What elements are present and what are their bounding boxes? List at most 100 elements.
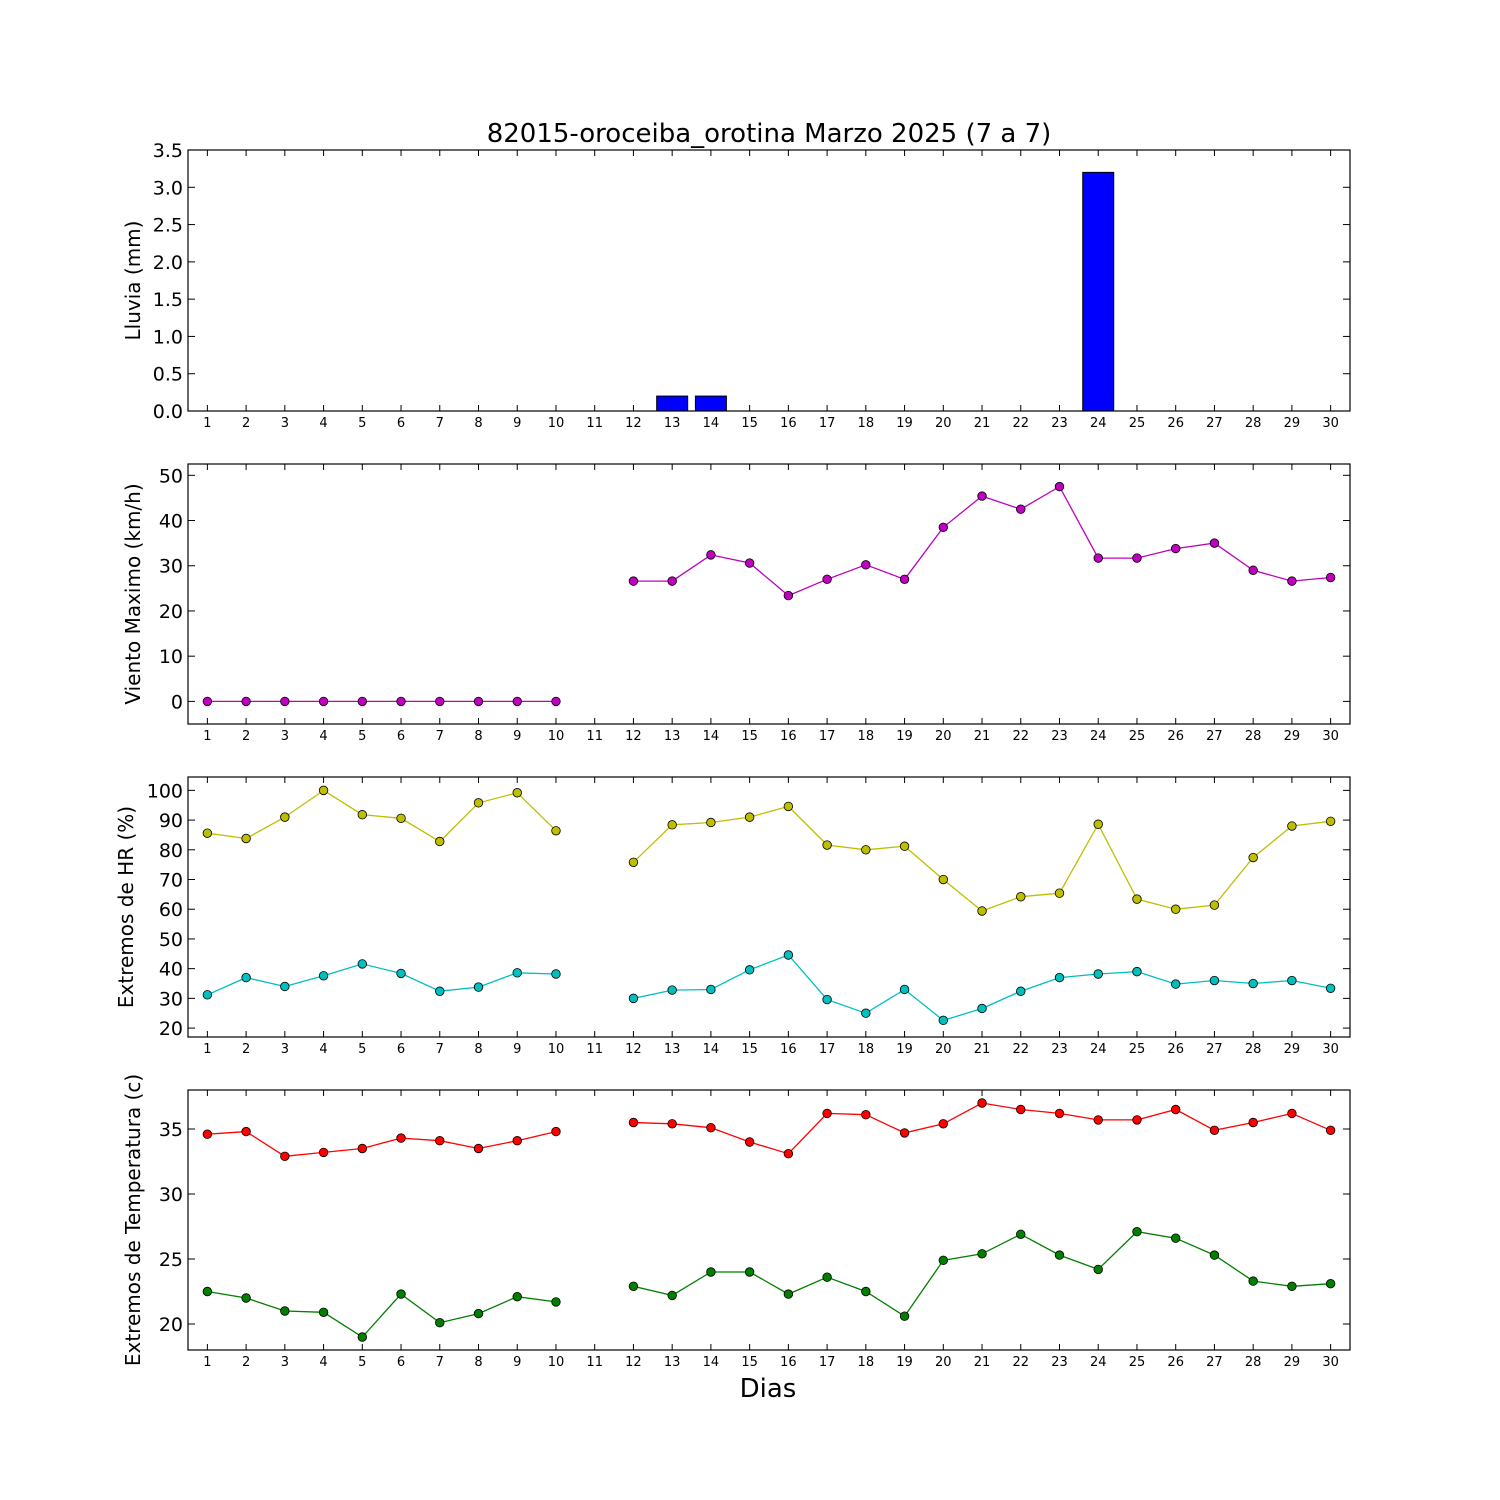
x-tick-label: 6 <box>397 729 405 744</box>
x-tick-label: 12 <box>625 416 642 431</box>
x-tick-label: 15 <box>741 729 758 744</box>
data-point <box>1325 572 1336 583</box>
x-tick-label: 14 <box>703 416 720 431</box>
series-line-2 <box>207 1290 557 1338</box>
data-point <box>435 1317 445 1328</box>
data-point <box>357 1143 368 1154</box>
data-point <box>1054 972 1065 983</box>
data-point <box>628 1117 639 1128</box>
y-axis-label: Extremos de Temperatura (c) <box>121 1074 145 1366</box>
x-tick-label: 11 <box>586 1355 603 1370</box>
y-tick-label: 30 <box>159 988 183 1010</box>
x-tick-label: 7 <box>436 1042 444 1057</box>
x-tick-label: 24 <box>1090 729 1107 744</box>
data-point <box>1248 978 1258 989</box>
x-tick-label: 1 <box>203 729 211 744</box>
data-point <box>1209 975 1220 986</box>
data-point <box>744 558 755 568</box>
plot-frame <box>187 463 1351 725</box>
y-tick-label: 100 <box>147 780 183 802</box>
data-point <box>435 986 445 996</box>
data-point <box>706 984 716 995</box>
data-point <box>899 1311 910 1321</box>
data-point <box>435 696 445 707</box>
data-point <box>1325 816 1336 826</box>
data-point <box>667 985 677 995</box>
y-tick-label: 50 <box>159 929 183 951</box>
x-tick-label: 25 <box>1129 1355 1146 1370</box>
data-point <box>512 696 522 707</box>
data-point <box>1248 852 1258 863</box>
x-tick-label: 28 <box>1245 1042 1262 1057</box>
x-tick-label: 27 <box>1206 416 1223 431</box>
x-tick-label: 17 <box>819 729 836 744</box>
data-point <box>1054 1250 1065 1260</box>
data-point <box>744 965 755 975</box>
x-tick-label: 7 <box>436 416 444 431</box>
data-point <box>1287 1281 1297 1292</box>
x-tick-label: 26 <box>1167 416 1184 431</box>
x-tick-label: 14 <box>703 729 720 744</box>
data-point <box>667 576 677 586</box>
x-tick-label: 6 <box>397 416 405 431</box>
data-point <box>551 826 561 836</box>
y-tick-label: 90 <box>159 810 183 832</box>
data-point <box>667 1119 677 1129</box>
x-tick-label: 7 <box>436 729 444 744</box>
y-tick-label: 2.5 <box>153 215 183 237</box>
y-tick-label: 30 <box>159 1184 183 1206</box>
data-point <box>1132 553 1142 563</box>
data-point <box>1170 1233 1181 1243</box>
x-tick-label: 28 <box>1245 416 1262 431</box>
data-point <box>1248 1276 1258 1286</box>
y-tick-label: 0.5 <box>153 364 183 386</box>
x-tick-label: 27 <box>1206 1042 1223 1057</box>
x-tick-label: 22 <box>1012 729 1029 744</box>
data-point <box>1132 1115 1142 1125</box>
x-tick-label: 4 <box>319 1355 327 1370</box>
panels: 0.00.51.01.52.02.53.03.51 2 3 4 5 6 7 8 9 10 11 12 1… <box>114 140 1351 1370</box>
data-point <box>280 981 290 992</box>
data-point <box>938 1255 949 1266</box>
data-point <box>280 812 290 822</box>
data-point <box>551 1297 561 1307</box>
data-point <box>783 950 794 960</box>
data-point <box>1016 504 1026 514</box>
x-tick-label: 19 <box>896 1042 913 1057</box>
x-tick-label: 4 <box>319 729 327 744</box>
data-point <box>783 590 794 601</box>
data-point <box>667 1290 677 1301</box>
data-point <box>318 785 329 796</box>
x-tick-label: 10 <box>548 729 565 744</box>
y-tick-label: 25 <box>159 1249 183 1271</box>
x-tick-label: 6 <box>397 1355 405 1370</box>
data-point <box>1093 969 1103 979</box>
x-tick-label: 4 <box>319 1042 327 1057</box>
x-tick-label: 16 <box>780 416 797 431</box>
x-tick-label: 29 <box>1284 1355 1301 1370</box>
data-point <box>473 696 484 707</box>
data-point <box>706 817 716 828</box>
data-point <box>861 1109 871 1120</box>
x-tick-label: 19 <box>896 1355 913 1370</box>
data-point <box>822 1272 832 1282</box>
x-tick-label: 2 <box>242 729 250 744</box>
data-point <box>1209 1125 1220 1136</box>
x-tick-label: 12 <box>625 729 642 744</box>
data-point <box>1209 900 1220 910</box>
bar <box>694 395 727 412</box>
data-point <box>783 1148 794 1159</box>
y-tick-label: 80 <box>159 840 183 862</box>
data-point <box>783 801 794 812</box>
bar <box>1082 171 1115 412</box>
data-point <box>628 857 639 867</box>
x-tick-label: 25 <box>1129 1042 1146 1057</box>
y-tick-label: 20 <box>159 1314 183 1336</box>
x-tick-label: 30 <box>1322 1042 1339 1057</box>
x-tick-label: 24 <box>1090 1042 1107 1057</box>
x-tick-label: 26 <box>1167 1042 1184 1057</box>
x-tick-label: 5 <box>358 1355 366 1370</box>
data-point <box>202 696 213 707</box>
x-tick-label: 9 <box>513 416 521 431</box>
